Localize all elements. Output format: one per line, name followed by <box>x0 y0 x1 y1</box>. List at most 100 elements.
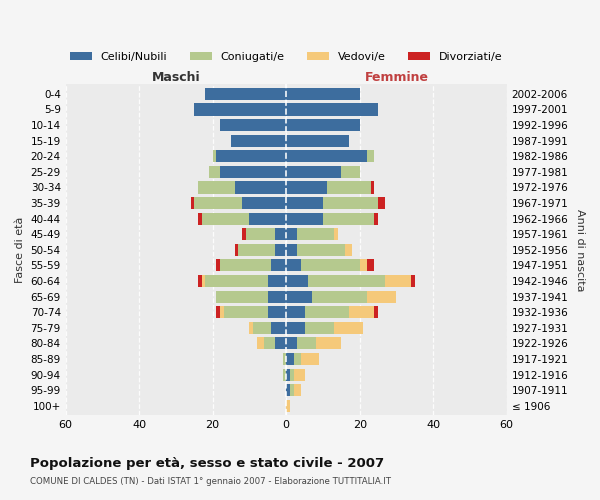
Bar <box>205 275 268 287</box>
Bar <box>323 197 378 209</box>
Bar <box>275 244 286 256</box>
Bar <box>293 368 305 380</box>
Bar <box>242 197 286 209</box>
Bar <box>286 119 360 131</box>
Bar <box>334 322 364 334</box>
Bar <box>283 368 286 380</box>
Bar <box>286 134 349 146</box>
Bar <box>286 338 297 349</box>
Y-axis label: Anni di nascita: Anni di nascita <box>575 208 585 291</box>
Bar <box>286 306 305 318</box>
Bar <box>301 260 360 272</box>
Bar <box>286 244 297 256</box>
Bar <box>220 166 286 178</box>
Bar <box>297 244 345 256</box>
Bar <box>202 275 205 287</box>
Bar <box>297 228 334 240</box>
Bar <box>268 275 286 287</box>
Bar <box>286 182 326 194</box>
Text: Popolazione per età, sesso e stato civile - 2007: Popolazione per età, sesso e stato civil… <box>30 458 384 470</box>
Bar <box>194 197 242 209</box>
Bar <box>374 212 378 224</box>
Bar <box>271 260 286 272</box>
Y-axis label: Fasce di età: Fasce di età <box>15 216 25 283</box>
Bar <box>275 228 286 240</box>
Bar <box>334 228 338 240</box>
Bar <box>367 290 397 302</box>
Bar <box>217 306 220 318</box>
Bar <box>411 275 415 287</box>
Bar <box>253 322 271 334</box>
Bar <box>250 322 253 334</box>
Bar <box>385 275 411 287</box>
Bar <box>268 290 286 302</box>
Bar <box>290 368 293 380</box>
Bar <box>224 306 268 318</box>
Bar <box>198 275 202 287</box>
Bar <box>286 104 378 116</box>
Bar <box>308 275 385 287</box>
Bar <box>209 166 220 178</box>
Bar <box>231 134 286 146</box>
Bar <box>286 322 305 334</box>
Bar <box>271 322 286 334</box>
Bar <box>286 88 360 100</box>
Bar <box>360 260 367 272</box>
Legend: Celibi/Nubili, Coniugati/e, Vedovi/e, Divorziati/e: Celibi/Nubili, Coniugati/e, Vedovi/e, Di… <box>65 47 507 66</box>
Text: Femmine: Femmine <box>364 72 428 85</box>
Bar <box>305 322 334 334</box>
Bar <box>316 338 341 349</box>
Bar <box>212 150 217 162</box>
Bar <box>198 212 202 224</box>
Bar <box>286 353 293 365</box>
Bar <box>374 306 378 318</box>
Bar <box>286 166 341 178</box>
Bar <box>217 150 286 162</box>
Bar <box>286 228 297 240</box>
Bar <box>275 338 286 349</box>
Bar <box>286 290 312 302</box>
Bar <box>235 182 286 194</box>
Bar <box>242 228 246 240</box>
Text: COMUNE DI CALDES (TN) - Dati ISTAT 1° gennaio 2007 - Elaborazione TUTTITALIA.IT: COMUNE DI CALDES (TN) - Dati ISTAT 1° ge… <box>30 478 391 486</box>
Bar <box>305 306 349 318</box>
Bar <box>293 384 301 396</box>
Bar <box>341 166 360 178</box>
Bar <box>264 338 275 349</box>
Bar <box>301 353 319 365</box>
Bar <box>290 384 293 396</box>
Bar <box>257 338 264 349</box>
Bar <box>217 260 220 272</box>
Bar <box>286 384 290 396</box>
Text: Maschi: Maschi <box>152 72 200 85</box>
Bar <box>220 119 286 131</box>
Bar <box>238 244 275 256</box>
Bar <box>378 197 385 209</box>
Bar <box>286 150 367 162</box>
Bar <box>286 197 323 209</box>
Bar <box>220 306 224 318</box>
Bar <box>268 306 286 318</box>
Bar <box>286 260 301 272</box>
Bar <box>286 275 308 287</box>
Bar <box>205 88 286 100</box>
Bar <box>194 104 286 116</box>
Bar <box>297 338 316 349</box>
Bar <box>202 212 250 224</box>
Bar <box>293 353 301 365</box>
Bar <box>250 212 286 224</box>
Bar <box>235 244 238 256</box>
Bar <box>283 353 286 365</box>
Bar <box>371 182 374 194</box>
Bar <box>286 368 290 380</box>
Bar <box>246 228 275 240</box>
Bar <box>191 197 194 209</box>
Bar <box>198 182 235 194</box>
Bar <box>349 306 374 318</box>
Bar <box>345 244 352 256</box>
Bar <box>367 260 374 272</box>
Bar <box>312 290 367 302</box>
Bar <box>286 212 323 224</box>
Bar <box>367 150 374 162</box>
Bar <box>217 290 268 302</box>
